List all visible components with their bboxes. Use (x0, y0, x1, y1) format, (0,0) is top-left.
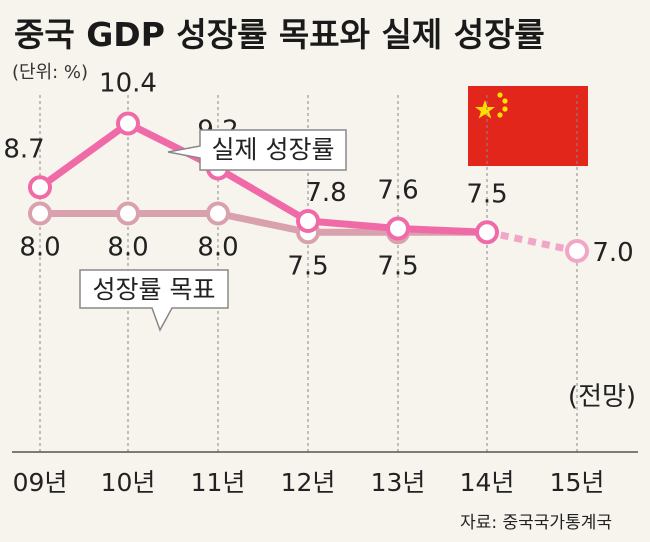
target-value-label: 7.5 (377, 251, 418, 281)
unit-label: (단위: %) (12, 62, 88, 83)
projection-note: (전망) (568, 382, 636, 412)
x-tick-label: 11년 (191, 468, 246, 497)
x-tick-label: 14년 (460, 468, 515, 497)
actual-value-label: 10.4 (99, 69, 157, 99)
target-value-label: 8.0 (19, 233, 60, 263)
target-point (206, 201, 230, 226)
actual-value-label: 7.5 (466, 179, 507, 209)
actual-point (475, 220, 499, 245)
actual-value-label: 8.7 (3, 134, 44, 164)
target-value-label: 8.0 (107, 233, 148, 263)
legend-actual: 실제 성장률 (167, 129, 347, 171)
series-line-target-projection (486, 228, 578, 255)
source-label: 자료: 중국국가통계국 (460, 513, 612, 533)
actual-value-label: 7.6 (377, 176, 418, 206)
actual-point (386, 216, 410, 241)
x-tick-label: 10년 (101, 468, 156, 497)
target-value-label: 8.0 (197, 233, 238, 263)
x-tick-label: 15년 (550, 468, 605, 497)
actual-value-label: 7.8 (305, 178, 346, 208)
actual-point (28, 175, 52, 200)
x-tick-labels: 09년 10년 11년 12년 13년 14년 15년 (13, 468, 605, 497)
china-flag-icon (468, 86, 588, 166)
series-lines (37, 120, 578, 255)
actual-point (116, 111, 140, 136)
target-value-label: 7.0 (592, 238, 633, 268)
legend-target: 성장률 목표 (79, 269, 229, 332)
legend-actual-label: 실제 성장률 (212, 135, 335, 164)
legend-target-label: 성장률 목표 (93, 275, 216, 304)
target-point (28, 201, 52, 226)
target-point (565, 239, 589, 263)
target-point (116, 201, 140, 226)
x-tick-label: 13년 (371, 468, 426, 497)
series-points (28, 111, 589, 263)
x-tick-label: 09년 (13, 468, 68, 497)
actual-point (296, 209, 320, 233)
chart-title: 중국 GDP 성장률 목표와 실제 성장률 (14, 15, 545, 54)
target-value-label: 7.5 (287, 251, 328, 281)
series-line-actual (37, 120, 488, 236)
x-tick-label: 12년 (281, 468, 336, 497)
